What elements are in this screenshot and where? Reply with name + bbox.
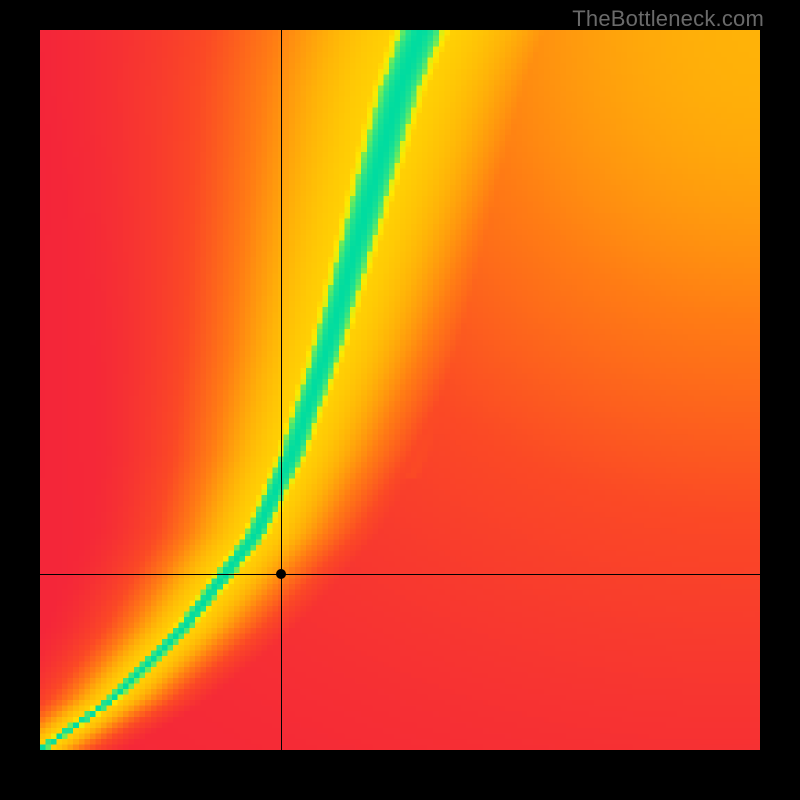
crosshair-vertical	[281, 30, 282, 750]
watermark-text: TheBottleneck.com	[572, 6, 764, 32]
plot-area	[40, 30, 760, 750]
crosshair-horizontal	[40, 574, 760, 575]
marker-dot	[276, 569, 286, 579]
heatmap-canvas	[40, 30, 760, 750]
